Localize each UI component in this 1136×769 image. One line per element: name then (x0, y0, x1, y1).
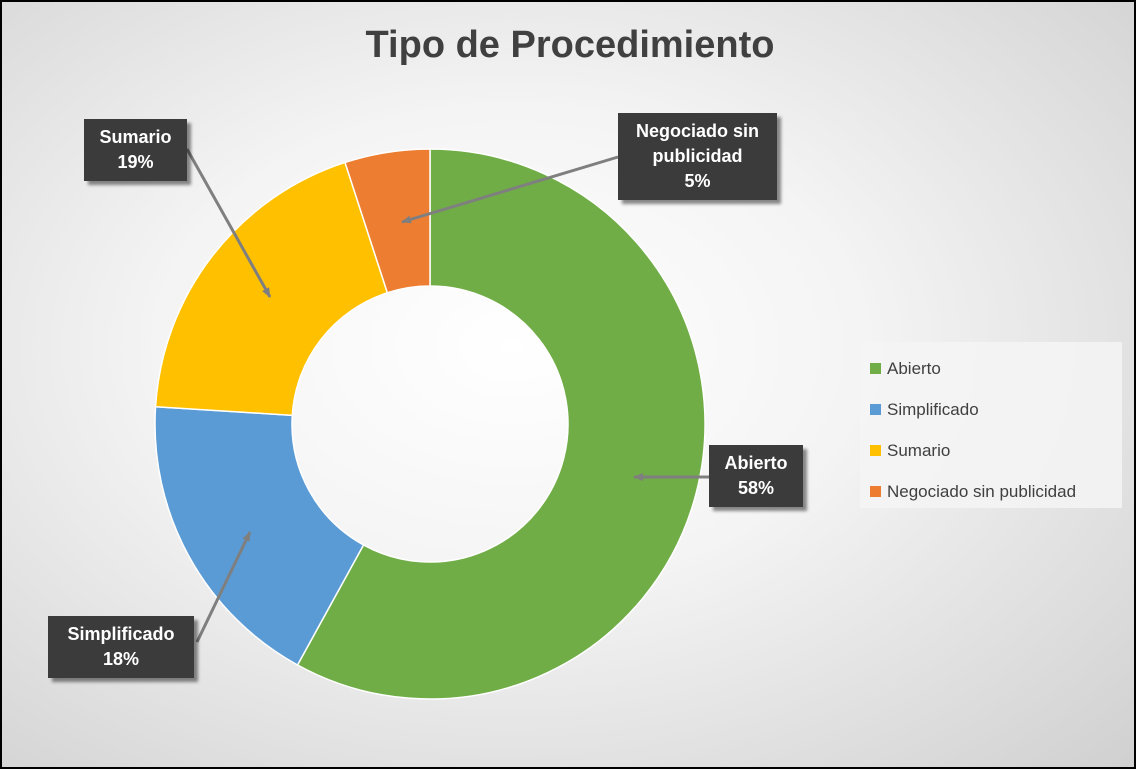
legend-label: Sumario (887, 440, 951, 460)
data-label-category: Sumario (99, 127, 172, 147)
data-label: Sumario 19% (84, 119, 187, 181)
data-label: Abierto 58% (709, 445, 803, 507)
legend-item: Negociado sin publicidad (870, 471, 1112, 512)
data-label-value: 18% (102, 649, 140, 669)
donut-slice (296, 148, 706, 700)
legend-item: Simplificado (870, 389, 1112, 430)
data-label: Simplificado 18% (48, 616, 194, 678)
legend: Abierto Simplificado Sumario Negociado sin … (860, 342, 1122, 508)
data-label: Negociado sin publicidad 5% (618, 113, 777, 200)
legend-label: Negociado sin publicidad (887, 481, 1077, 501)
legend-swatch (870, 404, 881, 415)
callout-arrow (185, 148, 272, 298)
legend-swatch (870, 445, 881, 456)
callout-arrow (195, 531, 252, 643)
data-label-category: Negociado sin publicidad (635, 121, 760, 166)
data-label-category: Abierto (724, 453, 788, 473)
data-label-category: Simplificado (67, 624, 175, 644)
donut-slice (154, 161, 389, 417)
data-label-value: 19% (117, 152, 154, 172)
legend-swatch (870, 486, 881, 497)
legend-item: Abierto (870, 348, 1112, 389)
legend-swatch (870, 363, 881, 374)
donut-slice (154, 405, 365, 667)
donut-slice (344, 148, 431, 294)
legend-label: Abierto (887, 358, 941, 378)
chart-title: Tipo de Procedimiento (365, 24, 775, 66)
data-label-value: 5% (684, 171, 711, 191)
data-label-value: 58% (737, 478, 775, 498)
legend-label: Simplificado (887, 399, 979, 419)
legend-item: Sumario (870, 430, 1112, 471)
callout-arrow (401, 155, 619, 224)
